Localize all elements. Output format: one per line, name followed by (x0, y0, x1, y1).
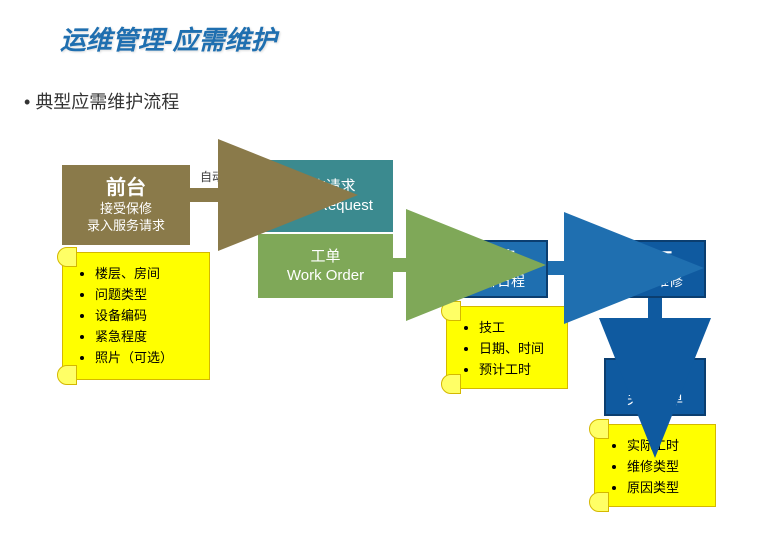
scroll-frontdesk-list: 楼层、房间 问题类型 设备编码 紧急程度 照片（可选） (87, 263, 199, 366)
node-tech-close-line1: 关闭工单 (627, 390, 683, 408)
page-title: 运维管理-应需维护 (60, 20, 277, 57)
node-frontdesk-line2: 录入服务请求 (87, 218, 165, 235)
node-work-request: 工作请求 Work Request (258, 160, 393, 232)
scroll-close-details: 实际工时 维修类型 原因类型 (594, 424, 716, 507)
node-frontdesk-title: 前台 (106, 175, 146, 201)
scroll-supervisor-list: 技工 日期、时间 预计工时 (471, 317, 557, 378)
node-work-order-line2: Work Order (287, 266, 364, 286)
list-item: 预计工时 (479, 359, 557, 378)
node-supervisor: 主管 安排日程 (446, 240, 548, 298)
node-work-request-line2: Work Request (278, 196, 373, 216)
list-item: 实际工时 (627, 435, 705, 454)
list-item: 问题类型 (95, 284, 199, 303)
list-item: 紧急程度 (95, 326, 199, 345)
node-supervisor-title: 主管 (479, 248, 515, 271)
node-tech-process-line1: 处理维修 (627, 272, 683, 290)
subtitle: 典型应需维护流程 (24, 88, 179, 114)
node-work-order: 工单 Work Order (258, 234, 393, 298)
list-item: 原因类型 (627, 477, 705, 496)
list-item: 技工 (479, 317, 557, 336)
node-tech-close-title: 技工 (637, 366, 673, 389)
list-item: 楼层、房间 (95, 263, 199, 282)
list-item: 日期、时间 (479, 338, 557, 357)
scroll-close-list: 实际工时 维修类型 原因类型 (619, 435, 705, 496)
node-supervisor-line1: 安排日程 (469, 272, 525, 290)
list-item: 维修类型 (627, 456, 705, 475)
list-item: 照片（可选） (95, 347, 199, 366)
node-work-order-line1: 工单 (310, 247, 340, 267)
arrow-label-auto: 自动生成 (200, 168, 248, 185)
list-item: 设备编码 (95, 305, 199, 324)
scroll-supervisor-details: 技工 日期、时间 预计工时 (446, 306, 568, 389)
node-frontdesk: 前台 接受保修 录入服务请求 (62, 165, 190, 245)
node-tech-process: 技工 处理维修 (604, 240, 706, 298)
node-tech-process-title: 技工 (637, 248, 673, 271)
node-tech-close: 技工 关闭工单 (604, 358, 706, 416)
scroll-frontdesk-details: 楼层、房间 问题类型 设备编码 紧急程度 照片（可选） (62, 252, 210, 380)
node-work-request-line1: 工作请求 (295, 177, 355, 197)
node-frontdesk-line1: 接受保修 (100, 201, 152, 218)
